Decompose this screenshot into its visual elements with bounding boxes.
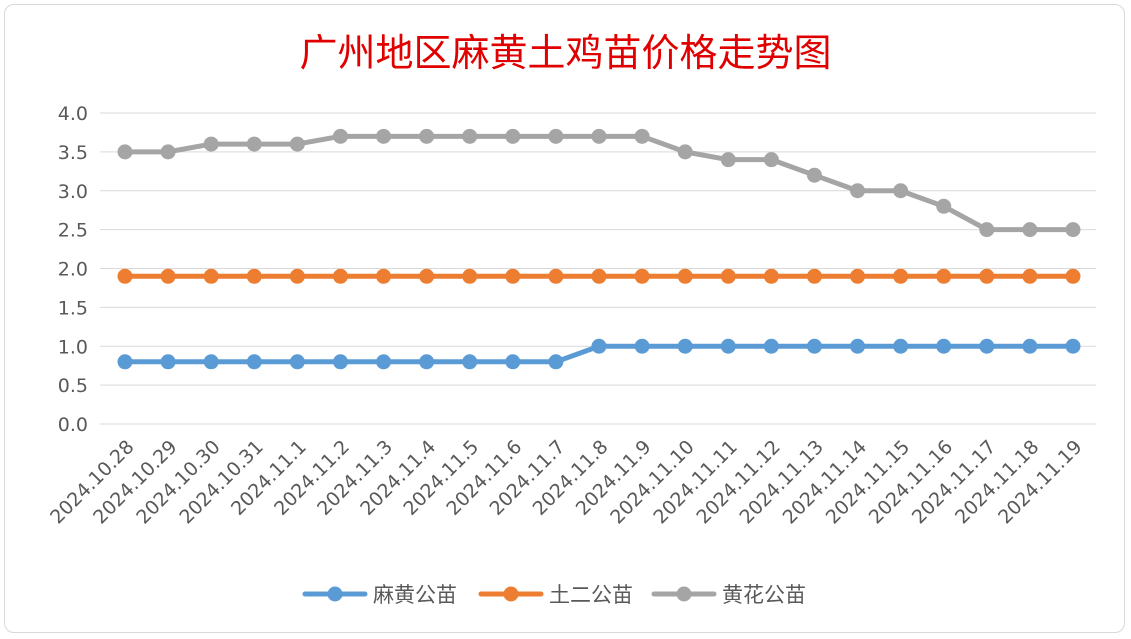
data-point [1022,268,1038,284]
data-point [203,268,219,284]
data-point [462,268,478,284]
y-tick-label: 3.5 [58,142,88,164]
data-point [591,128,607,144]
data-point [806,338,822,354]
data-point [806,167,822,183]
data-point [1022,338,1038,354]
data-point [505,128,521,144]
y-tick-label: 1.0 [58,336,88,358]
data-point [763,152,779,168]
data-point [936,338,952,354]
x-axis-ticks: 2024.10.282024.10.292024.10.302024.10.31… [46,436,1086,528]
data-point [1065,338,1081,354]
y-tick-label: 2.5 [58,220,88,242]
y-tick-label: 0.5 [58,375,88,397]
y-tick-label: 3.0 [58,181,88,203]
legend: 麻黄公苗 土二公苗 黄花公苗 [302,583,806,607]
y-tick-label: 2.0 [58,259,88,281]
gridlines [100,112,1096,425]
y-tick-label: 0.0 [58,414,88,436]
y-tick-label: 1.5 [58,297,88,319]
data-point [246,268,262,284]
data-point [1022,222,1038,238]
data-point [203,354,219,370]
data-point [117,268,133,284]
data-point [806,268,822,284]
data-point [979,222,995,238]
data-point [289,354,305,370]
data-point [246,136,262,152]
y-tick-label: 4.0 [58,103,88,125]
data-point [462,354,478,370]
data-point [893,268,909,284]
data-point [591,268,607,284]
series-group [117,128,1081,370]
data-point [634,268,650,284]
data-point [720,338,736,354]
data-point [893,338,909,354]
legend-label: 黄花公苗 [722,583,806,607]
data-point [160,144,176,160]
data-point [419,268,435,284]
data-point [634,338,650,354]
data-point [548,128,564,144]
data-point [850,338,866,354]
data-point [505,268,521,284]
data-point [505,354,521,370]
legend-swatch-marker [676,586,692,602]
series-3 [117,128,1081,238]
data-point [979,338,995,354]
data-point [936,198,952,214]
data-point [332,128,348,144]
data-point [763,268,779,284]
series-2 [117,268,1081,284]
data-point [203,136,219,152]
data-point [117,354,133,370]
data-point [246,354,262,370]
data-point [1065,268,1081,284]
data-point [979,268,995,284]
data-point [850,268,866,284]
data-point [289,268,305,284]
data-point [160,268,176,284]
data-point [720,152,736,168]
series-line [122,133,1076,233]
data-point [376,354,392,370]
data-point [548,354,564,370]
data-point [677,268,693,284]
legend-swatch-marker [327,586,343,602]
data-point [548,268,564,284]
data-point [591,338,607,354]
legend-label: 土二公苗 [549,583,633,607]
data-point [160,354,176,370]
data-point [677,144,693,160]
data-point [376,268,392,284]
chart-frame [4,4,1125,633]
series-1 [117,338,1081,370]
data-point [936,268,952,284]
legend-label: 麻黄公苗 [373,583,457,607]
data-point [117,144,133,160]
data-point [850,183,866,199]
data-point [677,338,693,354]
data-point [720,268,736,284]
legend-swatch-marker [503,586,519,602]
data-point [462,128,478,144]
data-point [1065,222,1081,238]
chart-title: 广州地区麻黄土鸡苗价格走势图 [299,31,832,75]
data-point [332,268,348,284]
y-axis-ticks: 0.0 0.5 1.0 1.5 2.0 2.5 3.0 3.5 4.0 [58,103,88,436]
data-point [376,128,392,144]
data-point [634,128,650,144]
data-point [893,183,909,199]
data-point [419,128,435,144]
data-point [763,338,779,354]
data-point [332,354,348,370]
data-point [289,136,305,152]
data-point [419,354,435,370]
